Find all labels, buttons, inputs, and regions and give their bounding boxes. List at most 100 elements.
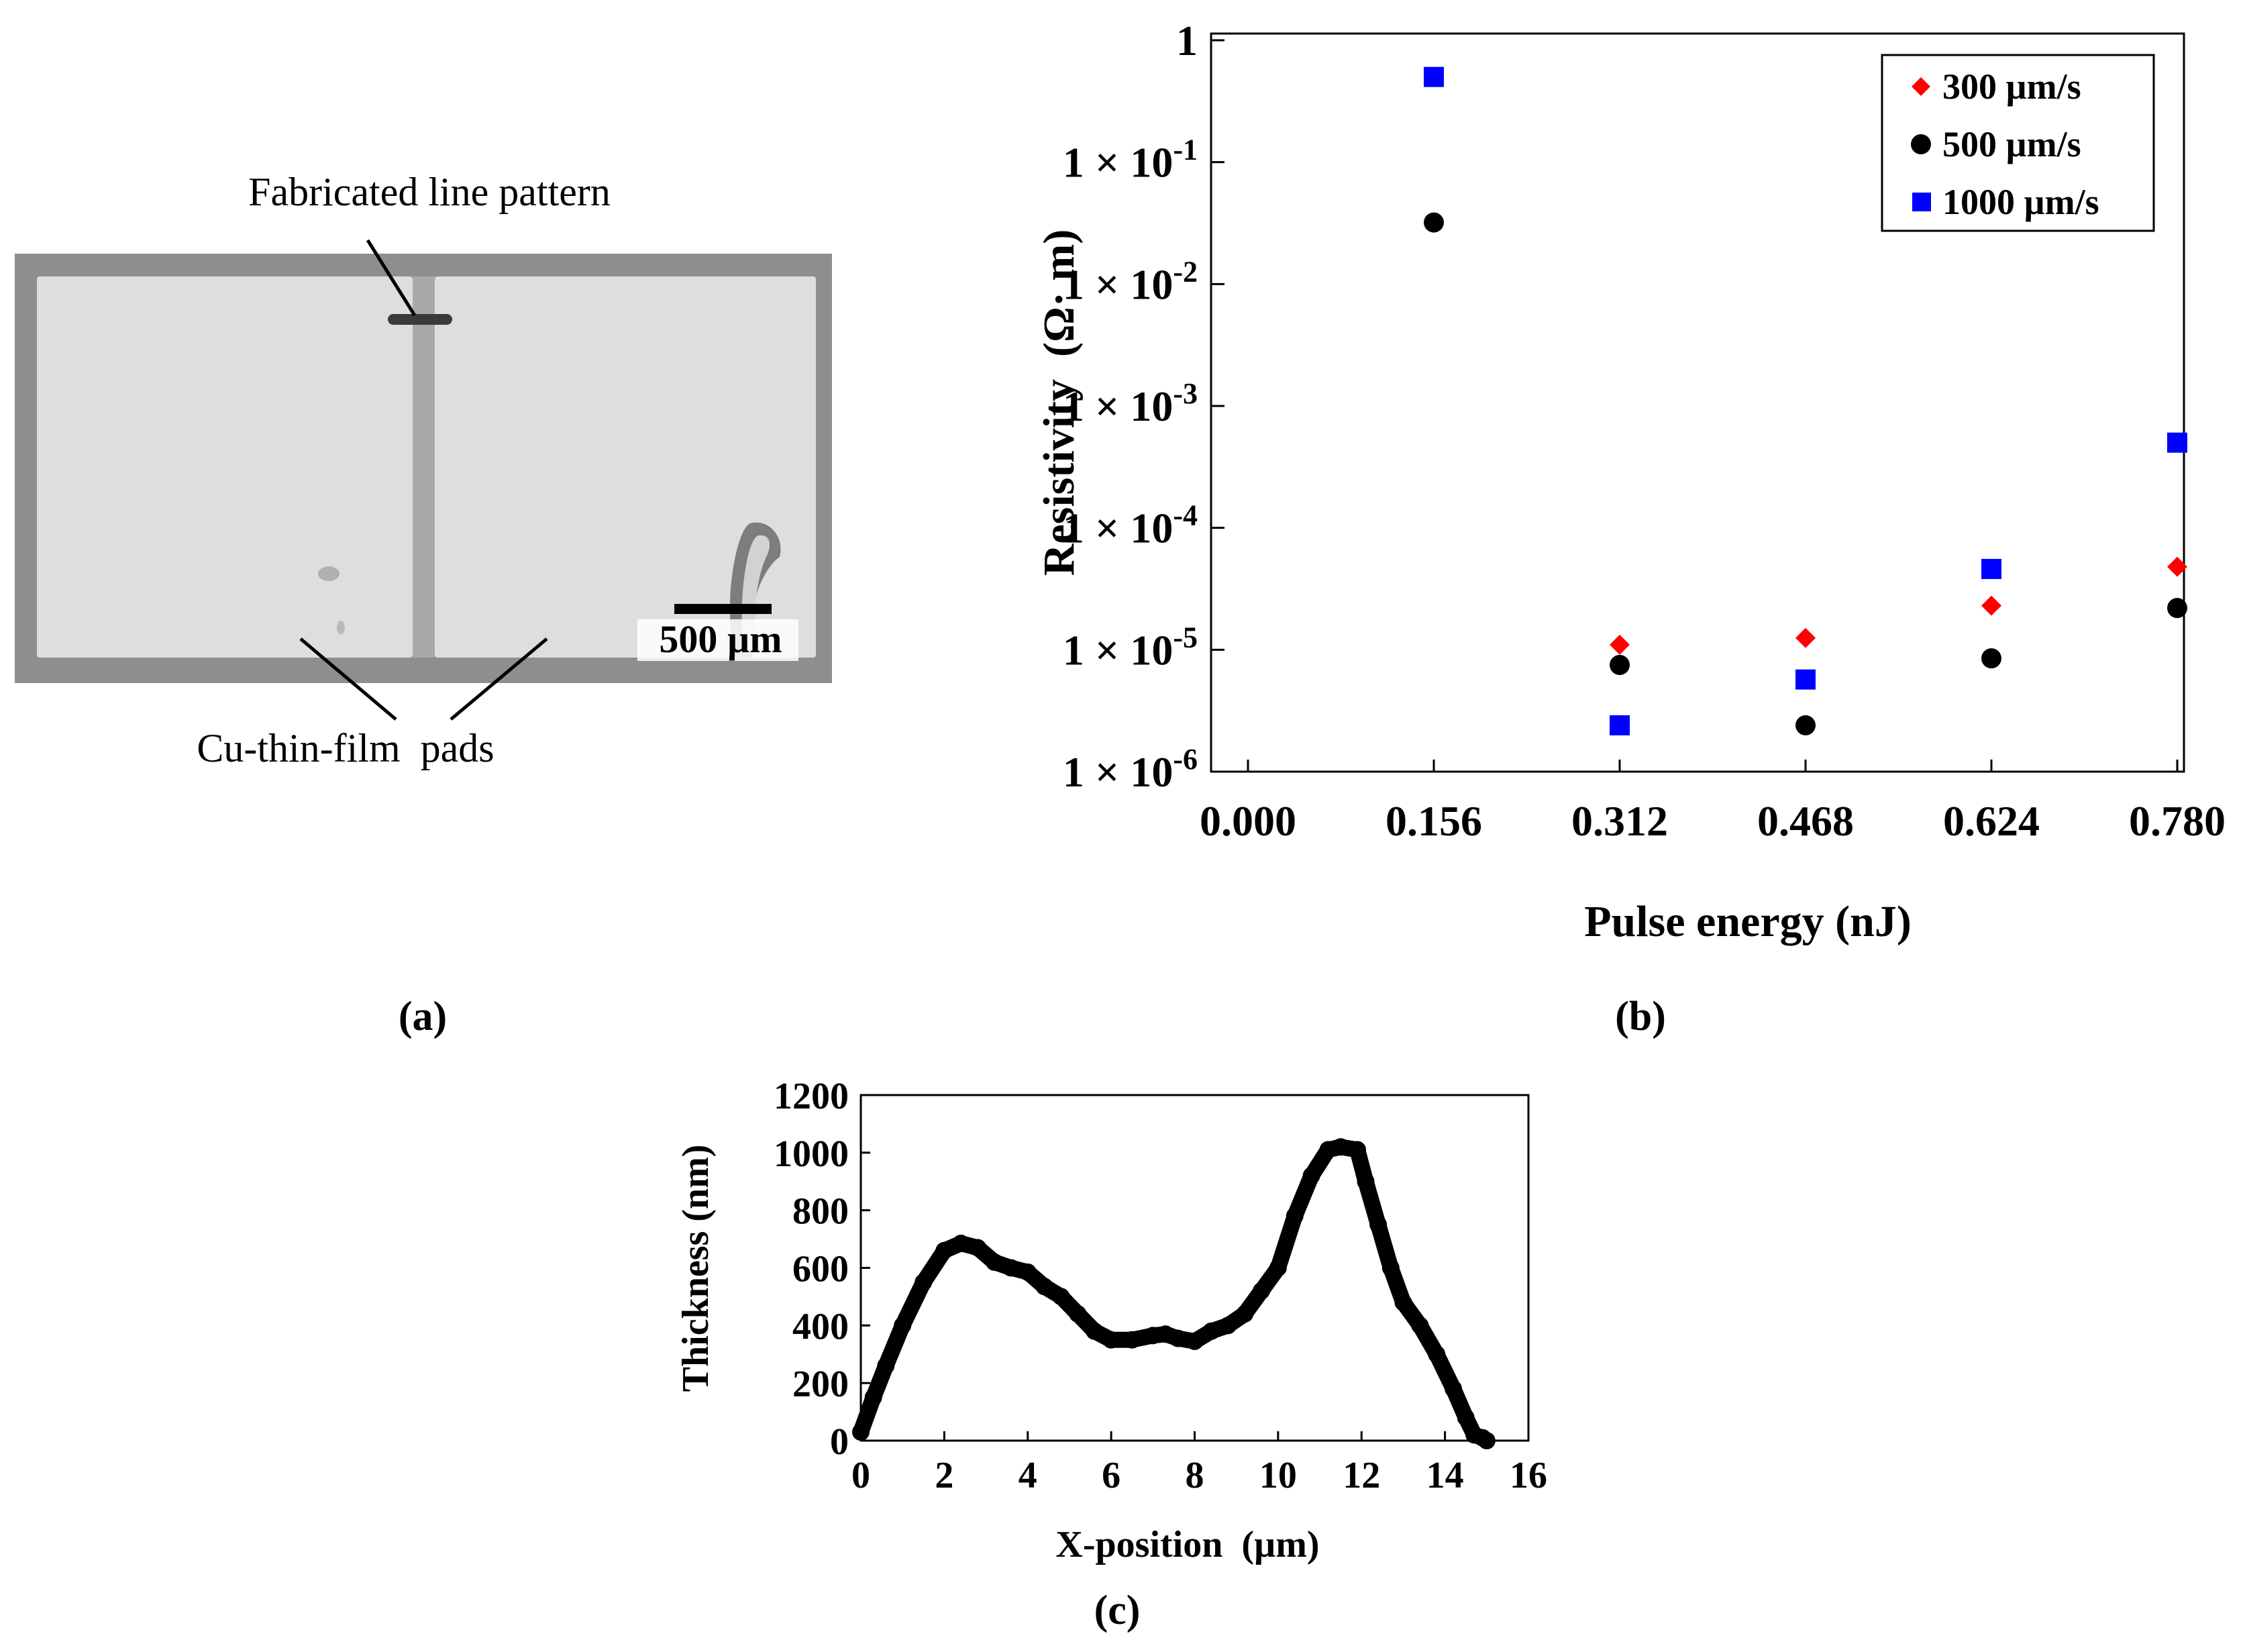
chart-c-x-tick-label: 8 — [1186, 1455, 1204, 1496]
chart-c-plot-frame — [859, 1094, 1530, 1442]
legend-label-300: 300 µm/s — [1942, 66, 2081, 107]
chart-b-point-500ms — [1610, 655, 1630, 676]
chart-b-x-tick-label: 0.000 — [1200, 797, 1296, 845]
chart-c-point — [852, 1423, 870, 1441]
chart-c-point — [1357, 1172, 1375, 1190]
chart-c-point — [1236, 1305, 1254, 1323]
chart-b-legend: 300 µm/s 500 µm/s 1000 µm/s — [1881, 54, 2155, 232]
chart-b-y-tick-label: 1 × 10-5 — [1063, 621, 1198, 674]
debris-mark — [337, 621, 345, 634]
chart-b-x-tick-label: 0.312 — [1571, 797, 1668, 845]
chart-c-x-tick-label: 2 — [935, 1455, 953, 1496]
chart-c-point — [969, 1239, 987, 1257]
chart-c-x-tick-label: 12 — [1343, 1455, 1380, 1496]
scale-bar — [674, 604, 772, 614]
chart-c-point — [1253, 1282, 1270, 1300]
chart-c-x-tick-label: 4 — [1019, 1455, 1037, 1496]
chart-c-x-ticks: 0 2 4 6 8 10 12 14 16 — [851, 1431, 1547, 1496]
chart-c-x-axis-label: X-position (µm) — [1055, 1524, 1319, 1565]
legend-label-1000: 1000 µm/s — [1942, 182, 2099, 222]
chart-b-x-axis-label: Pulse energy (nJ) — [1584, 897, 1912, 946]
legend-label-500: 500 µm/s — [1942, 124, 2081, 164]
chart-b-y-tick-label: 1 × 10-4 — [1063, 499, 1198, 552]
chart-c-point — [1169, 1329, 1187, 1347]
annotation-line-pattern: Fabricated line pattern — [248, 170, 611, 214]
chart-c-y-tick-label: 1000 — [774, 1133, 849, 1175]
chart-c-point — [1019, 1263, 1037, 1281]
chart-c-series — [852, 1138, 1496, 1449]
chart-c-point — [1394, 1294, 1412, 1311]
chart-c-point — [1428, 1345, 1446, 1363]
chart-c-y-axis-label: Thickness (nm) — [675, 1145, 717, 1392]
chart-c-y-tick-label: 400 — [792, 1306, 849, 1347]
chart-c-y-tick-label: 600 — [792, 1249, 849, 1290]
chart-c-y-tick-label: 200 — [792, 1363, 849, 1405]
chart-b-point-500ms — [1424, 212, 1444, 233]
pad-gap — [413, 276, 435, 658]
leader-line-right-pad — [450, 637, 548, 721]
chart-b-x-ticks: 0.000 0.156 0.312 0.468 0.624 0.780 — [1200, 760, 2226, 845]
caption-b: (b) — [1615, 994, 1666, 1039]
chart-c-point — [1286, 1207, 1304, 1225]
chart-c-point — [894, 1317, 912, 1335]
chart-b: 1 1 × 10-1 1 × 10-2 1 × 10-3 1 × 10-4 1 × 10-… — [1035, 17, 2226, 1039]
chart-c-x-tick-label: 14 — [1426, 1455, 1464, 1496]
chart-b-x-tick-label: 0.468 — [1757, 797, 1854, 845]
chart-b-point-500ms — [2167, 598, 2187, 619]
legend-marker-300 — [1912, 77, 1930, 96]
chart-b-y-tick-label: 1 × 10-1 — [1063, 134, 1198, 187]
scale-bar-label: 500 µm — [659, 617, 782, 661]
chart-c-point — [1002, 1259, 1020, 1277]
chart-b-point-300ms — [1610, 634, 1630, 655]
chart-c-point — [1381, 1259, 1400, 1277]
chart-b-point-1000ms — [1981, 558, 2001, 579]
chart-c-point — [1302, 1167, 1320, 1185]
chart-b-point-500ms — [1795, 715, 1816, 735]
chart-c-point — [877, 1357, 895, 1375]
chart-b-point-300ms — [2167, 556, 2187, 577]
chart-c-point — [1219, 1317, 1237, 1335]
chart-c-y-tick-label: 1200 — [774, 1076, 849, 1117]
chart-c-point — [1349, 1141, 1367, 1159]
chart-c-x-tick-label: 0 — [851, 1455, 870, 1496]
fabricated-line — [388, 314, 452, 325]
chart-c-point — [986, 1253, 1003, 1271]
chart-c-point — [952, 1235, 970, 1253]
chart-c-point — [1477, 1432, 1496, 1449]
chart-b-x-tick-label: 0.624 — [1943, 797, 2040, 845]
chart-c-point — [915, 1273, 933, 1291]
chart-c-point — [1269, 1259, 1287, 1277]
chart-c-point — [1069, 1305, 1087, 1323]
panel-a-photo: 500 µm — [15, 254, 832, 683]
legend-marker-1000 — [1912, 193, 1931, 211]
chart-c-point — [1457, 1408, 1475, 1427]
chart-c-x-tick-label: 6 — [1102, 1455, 1120, 1496]
chart-b-point-500ms — [1981, 648, 2001, 669]
debris-mark — [318, 566, 340, 581]
leader-line-left-pad — [299, 637, 397, 721]
chart-b-y-axis-label: Resistivity (Ω· m) — [1035, 229, 1084, 576]
chart-b-point-1000ms — [2167, 432, 2187, 453]
chart-b-y-tick-label: 1 — [1176, 17, 1198, 64]
chart-b-point-1000ms — [1610, 715, 1630, 735]
chart-c-profile-line — [853, 1139, 1495, 1449]
right-pad — [435, 276, 816, 658]
scale-bar-label-bg — [637, 619, 798, 661]
chart-b-y-tick-label: 1 × 10-3 — [1063, 377, 1198, 430]
chart-b-point-1000ms — [1424, 66, 1444, 87]
chart-c-point — [864, 1388, 882, 1406]
chart-b-marks — [1424, 66, 2187, 735]
chart-c-point — [1332, 1138, 1350, 1156]
chart-b-point-300ms — [1981, 595, 2001, 616]
chart-b-plot-frame — [1210, 32, 2185, 773]
chart-c-y-tick-label: 0 — [830, 1421, 849, 1463]
chart-c-point — [1123, 1331, 1141, 1349]
chart-b-y-ticks: 1 1 × 10-1 1 × 10-2 1 × 10-3 1 × 10-4 1 × 10-… — [1063, 17, 1224, 796]
chart-c-point — [1052, 1288, 1070, 1306]
chart-c-y-ticks: 0 200 400 600 800 1000 1200 — [774, 1076, 870, 1463]
chart-b-y-tick-label: 1 × 10-2 — [1063, 255, 1198, 308]
legend-marker-500 — [1911, 134, 1931, 154]
chart-c-point — [1186, 1332, 1204, 1350]
chart-b-point-300ms — [1795, 627, 1816, 648]
left-pad — [37, 276, 413, 658]
